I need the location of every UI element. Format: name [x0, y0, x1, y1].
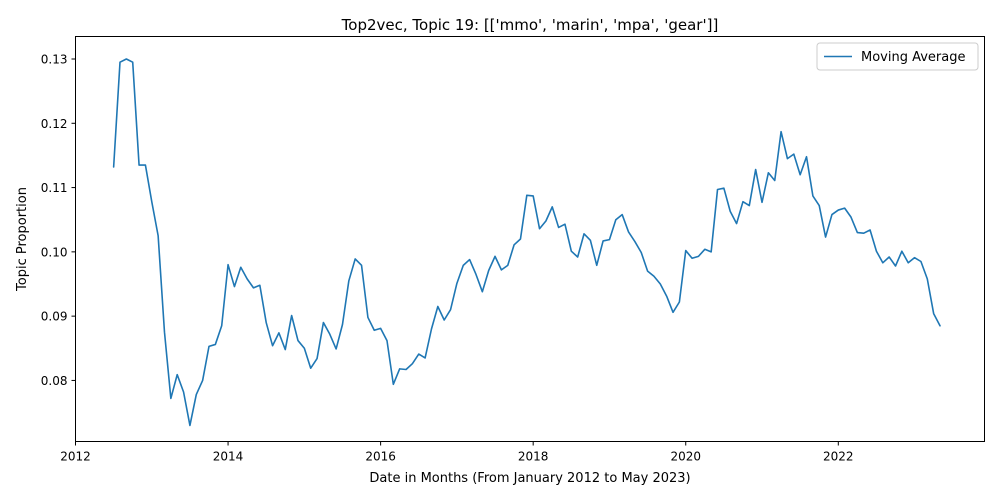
- x-tick-label: 2014: [213, 450, 244, 464]
- x-axis-label: Date in Months (From January 2012 to May…: [369, 471, 690, 486]
- x-tick-label: 2012: [60, 450, 91, 464]
- plot-frame: [75, 36, 985, 442]
- y-axis-label: Topic Proportion: [15, 187, 30, 292]
- legend-box: [816, 42, 979, 71]
- y-tick-label: 0.13: [41, 53, 68, 67]
- x-tick-label: 2018: [518, 450, 549, 464]
- y-tick-label: 0.12: [41, 117, 68, 131]
- y-tick-label: 0.10: [41, 245, 68, 259]
- plot-area: [75, 36, 985, 442]
- x-axis: 2012 2014 2016 2018 2020 2022: [60, 441, 854, 464]
- y-tick-label: 0.08: [41, 374, 68, 388]
- x-tick-label: 2022: [823, 450, 854, 464]
- y-axis: 0.08 0.09 0.10 0.11 0.12 0.13: [41, 53, 76, 388]
- x-tick-label: 2016: [365, 450, 396, 464]
- legend: Moving Average: [816, 42, 979, 71]
- y-tick-label: 0.11: [41, 181, 68, 195]
- y-tick-label: 0.09: [41, 310, 68, 324]
- legend-label-moving-average: Moving Average: [861, 50, 965, 65]
- series-line-moving-average: [112, 58, 941, 427]
- series-layer: [112, 58, 941, 427]
- x-tick-label: 2020: [670, 450, 701, 464]
- chart-title: Top2vec, Topic 19: [['mmo', 'marin', 'mp…: [341, 16, 719, 34]
